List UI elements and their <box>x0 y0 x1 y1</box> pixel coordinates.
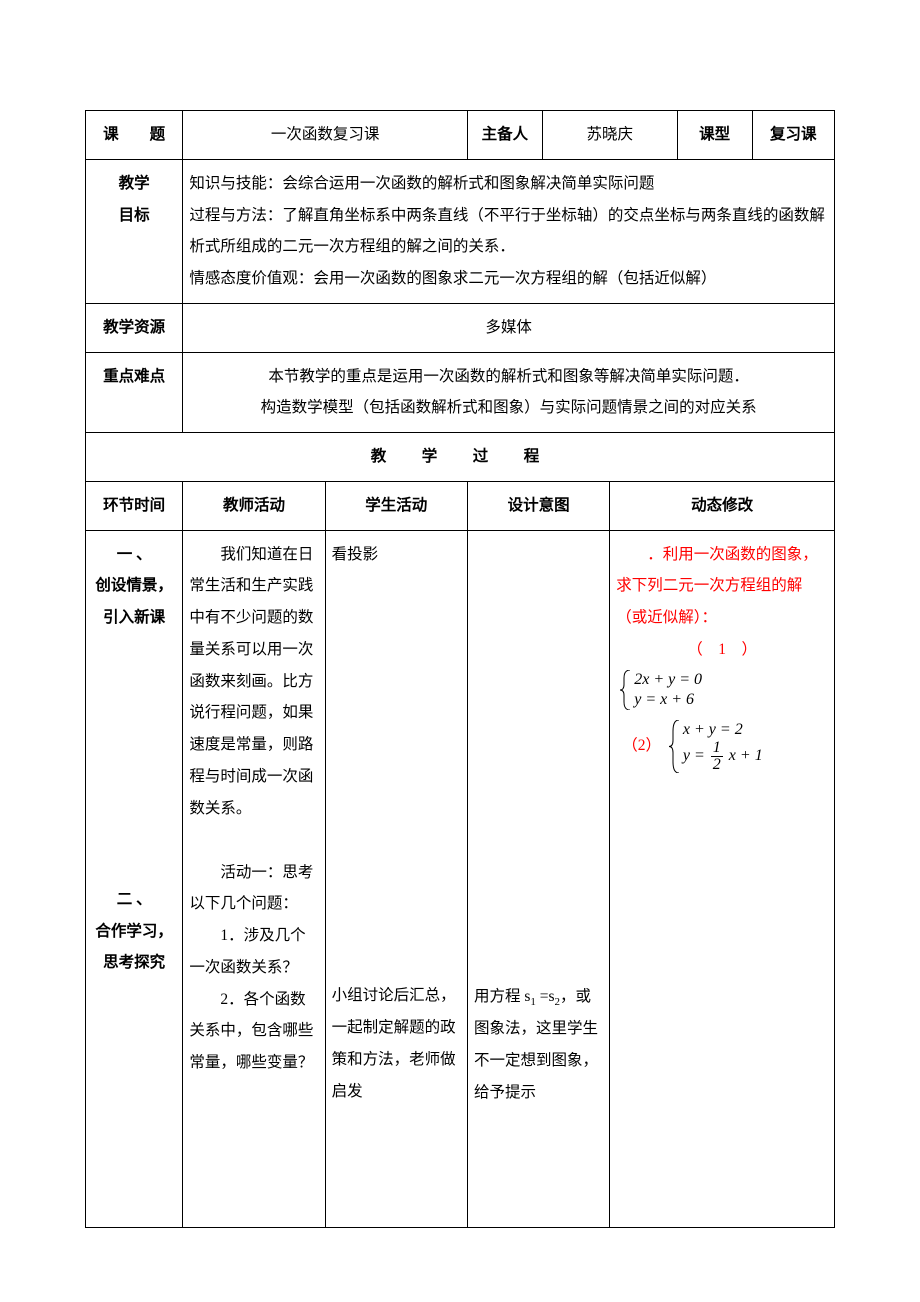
lesson-plan-table: 课 题 一次函数复习课 主备人 苏晓庆 课型 复习课 教学 目标 知识与技能：会… <box>85 110 835 1228</box>
label-resources: 教学资源 <box>86 303 183 352</box>
keypoints-l2: 构造数学模型（包括函数解析式和图象）与实际问题情景之间的对应关系 <box>189 392 828 424</box>
col-student: 学生活动 <box>325 481 467 530</box>
intent-t2: =s <box>536 988 555 1005</box>
student-p1: 看投影 <box>332 539 461 571</box>
value-resources: 多媒体 <box>183 303 835 352</box>
stage-1b: 创设情景， <box>92 570 176 602</box>
keypoints-row: 重点难点 本节教学的重点是运用一次函数的解析式和图象等解决简单实际问题． 构造数… <box>86 352 835 433</box>
col-intent: 设计意图 <box>467 481 609 530</box>
obj-attitude: 情感态度价值观：会用一次函数的图象求二元一次方程组的解（包括近似解） <box>189 263 828 295</box>
brace-icon <box>669 720 681 773</box>
label-objectives-l1: 教学 <box>92 168 176 200</box>
value-type: 复习课 <box>752 111 834 160</box>
col-teacher: 教师活动 <box>183 481 325 530</box>
student-p2: 小组讨论后汇总，一起制定解题的政策和方法，老师做启发 <box>332 980 461 1107</box>
teacher-spacer <box>189 825 318 857</box>
label-preparer: 主备人 <box>467 111 542 160</box>
keypoints-content: 本节教学的重点是运用一次函数的解析式和图象等解决简单实际问题． 构造数学模型（包… <box>183 352 835 433</box>
eq1-brace: 2x + y = 0 y = x + 6 <box>620 670 702 710</box>
student-spacer <box>332 570 461 980</box>
stage-1c: 引入新课 <box>92 602 176 634</box>
eq1-wrap: 2x + y = 0 y = x + 6 <box>620 670 828 710</box>
teacher-p3: 1．涉及几个一次函数关系？ <box>189 920 318 984</box>
student-cell: 看投影 小组讨论后汇总，一起制定解题的政策和方法，老师做启发 <box>325 530 467 1227</box>
page: 课 题 一次函数复习课 主备人 苏晓庆 课型 复习课 教学 目标 知识与技能：会… <box>0 0 920 1228</box>
obj-process: 过程与方法：了解直角坐标系中两条直线（不平行于坐标轴）的交点坐标与两条直线的函数… <box>189 200 828 264</box>
value-preparer: 苏晓庆 <box>542 111 677 160</box>
intent-cell: 用方程 s1 =s2，或图象法，这里学生不一定想到图象，给予提示 <box>467 530 609 1227</box>
objectives-row: 教学 目标 知识与技能：会综合运用一次函数的解析式和图象解决简单实际问题 过程与… <box>86 159 835 303</box>
stage-cell: 一 、 创设情景， 引入新课 二 、 合作学习， 思考探究 <box>86 530 183 1227</box>
col-stage: 环节时间 <box>86 481 183 530</box>
teacher-p1: 我们知道在日常生活和生产实践中有不少问题的数量关系可以用一次函数来刻画。比方说行… <box>189 539 318 825</box>
stage-2a: 二 、 <box>92 884 176 916</box>
eq2-brace: x + y = 2 y = 12 x + 1 <box>669 720 763 773</box>
label-type: 课型 <box>677 111 752 160</box>
eq2-num: 1 <box>711 740 723 756</box>
value-topic: 一次函数复习课 <box>183 111 468 160</box>
intent-spacer <box>474 539 603 981</box>
stage-spacer <box>92 634 176 884</box>
dynamic-label1: （ 1 ） <box>616 634 828 666</box>
eq2-r2a: y = <box>683 747 709 764</box>
header-row: 课 题 一次函数复习课 主备人 苏晓庆 课型 复习课 <box>86 111 835 160</box>
label-objectives-l2: 目标 <box>92 200 176 232</box>
process-title: 教 学 过 程 <box>86 433 835 482</box>
stage-2b: 合作学习， <box>92 916 176 948</box>
resources-row: 教学资源 多媒体 <box>86 303 835 352</box>
eq2-r1: x + y = 2 <box>683 721 743 738</box>
dynamic-label2: （2） <box>622 737 661 754</box>
label-keypoints: 重点难点 <box>86 352 183 433</box>
teacher-p4: 2．各个函数关系中，包含哪些常量，哪些变量？ <box>189 984 318 1079</box>
eq1-r1: 2x + y = 0 <box>634 671 702 688</box>
stage-2c: 思考探究 <box>92 947 176 979</box>
eq2-den: 2 <box>711 756 723 773</box>
col-dynamic: 动态修改 <box>610 481 835 530</box>
objectives-content: 知识与技能：会综合运用一次函数的解析式和图象解决简单实际问题 过程与方法：了解直… <box>183 159 835 303</box>
label-topic: 课 题 <box>86 111 183 160</box>
teacher-cell: 我们知道在日常生活和生产实践中有不少问题的数量关系可以用一次函数来刻画。比方说行… <box>183 530 325 1227</box>
label-objectives: 教学 目标 <box>86 159 183 303</box>
stage-1a: 一 、 <box>92 539 176 571</box>
eq2-frac: 12 <box>711 740 723 773</box>
keypoints-l1: 本节教学的重点是运用一次函数的解析式和图象等解决简单实际问题． <box>189 361 828 393</box>
brace-icon <box>620 670 632 710</box>
dynamic-lead: ．利用一次函数的图象，求下列二元一次方程组的解（或近似解）： <box>616 539 828 634</box>
dynamic-cell: ．利用一次函数的图象，求下列二元一次方程组的解（或近似解）： （ 1 ） 2x … <box>610 530 835 1227</box>
eq1-r2: y = x + 6 <box>634 691 694 708</box>
process-title-row: 教 学 过 程 <box>86 433 835 482</box>
process-header-row: 环节时间 教师活动 学生活动 设计意图 动态修改 <box>86 481 835 530</box>
eq2-r2: y = 12 x + 1 <box>683 747 763 764</box>
process-body-row: 一 、 创设情景， 引入新课 二 、 合作学习， 思考探究 我们知道在日常生活和… <box>86 530 835 1227</box>
obj-knowledge: 知识与技能：会综合运用一次函数的解析式和图象解决简单实际问题 <box>189 168 828 200</box>
teacher-p2: 活动一：思考以下几个问题： <box>189 857 318 921</box>
eq2-wrap: （2） x + y = 2 y = 12 x + 1 <box>616 720 828 773</box>
intent-t1: 用方程 s <box>474 988 530 1005</box>
intent-p1: 用方程 s1 =s2，或图象法，这里学生不一定想到图象，给予提示 <box>474 981 603 1109</box>
eq2-r2b: x + 1 <box>725 747 763 764</box>
